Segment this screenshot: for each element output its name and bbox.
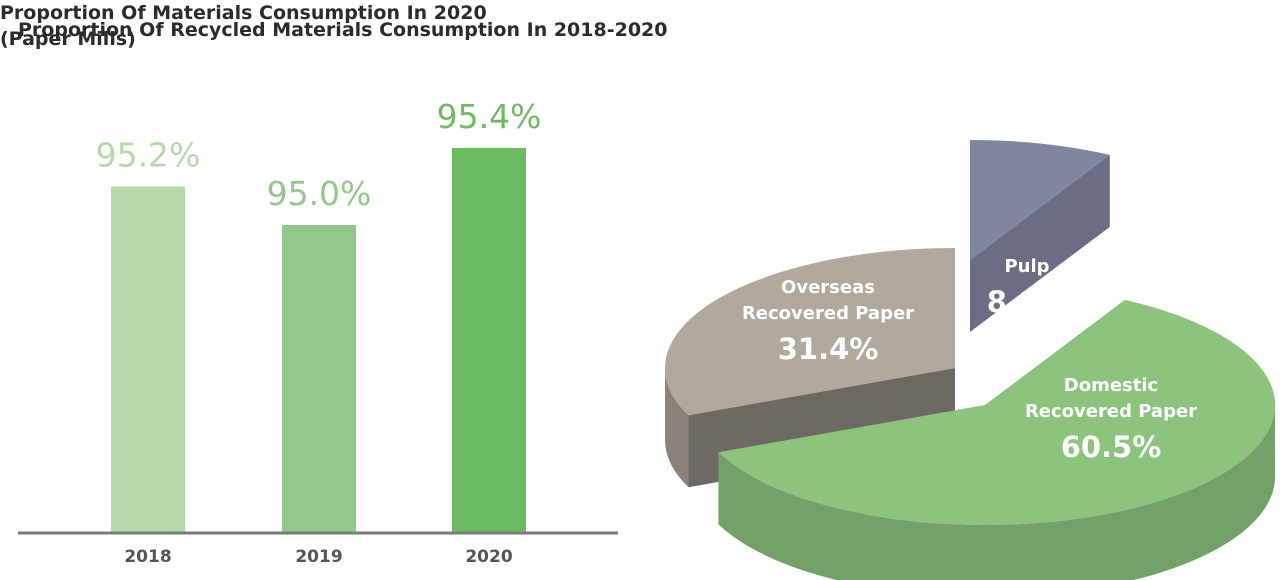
x-tick-label-2019: 2019 xyxy=(295,547,342,567)
bar-chart-title: Proportion Of Recycled Materials Consump… xyxy=(18,19,668,41)
overseas-slice-percent-label: 31.4% xyxy=(778,332,879,366)
pulp-slice-percent-label: 8.0% xyxy=(987,285,1067,319)
pie-chart-title-line-2: (Paper Mills) xyxy=(0,28,136,50)
bar-chart: 95.2% 2018 95.0% 2019 95.4% 2020 xyxy=(18,97,618,567)
bar-2019 xyxy=(282,225,356,533)
pie-chart: Overseas Recovered Paper 31.4% Pulp 8.0% Dome… xyxy=(665,140,1276,580)
domestic-slice-percent-label: 60.5% xyxy=(1061,430,1162,464)
overseas-slice-name-line-1: Recovered Paper xyxy=(742,303,914,324)
bar-value-label-2018: 95.2% xyxy=(96,136,201,175)
domestic-slice-name-line-1: Recovered Paper xyxy=(1025,401,1197,422)
domestic-slice-top xyxy=(718,299,1276,526)
overseas-slice-top xyxy=(665,248,955,416)
x-tick-label-2020: 2020 xyxy=(465,547,512,567)
bar-value-label-2019: 95.0% xyxy=(267,174,372,213)
overseas-slice-side-1 xyxy=(665,368,689,488)
bar-2020 xyxy=(452,148,526,533)
bar-value-label-2020: 95.4% xyxy=(437,97,542,136)
pulp-slice-cut-face xyxy=(970,154,1110,332)
domestic-slice-side xyxy=(718,405,1275,580)
overseas-slice-name-line-0: Overseas xyxy=(781,277,875,298)
bar-2018 xyxy=(111,186,185,533)
pulp-slice-name-line-0: Pulp xyxy=(1004,256,1049,277)
x-tick-label-2018: 2018 xyxy=(124,547,171,567)
pulp-slice-top xyxy=(970,140,1110,260)
domestic-slice-name-line-0: Domestic xyxy=(1064,375,1158,396)
pie-chart-title-block: Proportion Of Materials Consumption In 2… xyxy=(0,0,1280,52)
pie-chart-title-line-1: Proportion Of Materials Consumption In 2… xyxy=(0,2,487,24)
